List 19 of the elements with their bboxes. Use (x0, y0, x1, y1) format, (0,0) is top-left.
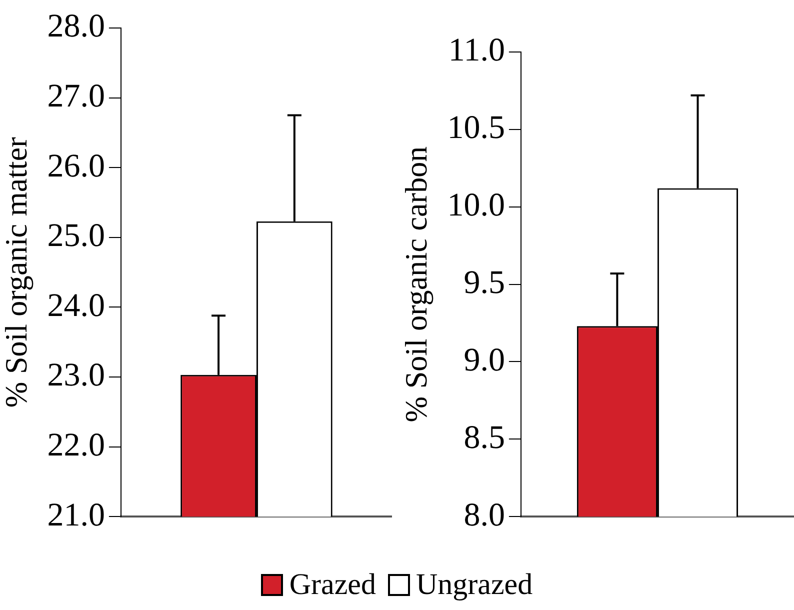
y-axis-title: % Soil organic carbon (398, 146, 434, 422)
y-tick-label: 28.0 (47, 8, 105, 45)
y-tick-label: 25.0 (47, 218, 105, 254)
y-tick-label: 9.0 (464, 342, 505, 378)
y-tick-label: 22.0 (47, 427, 105, 464)
y-tick-label: 21.0 (47, 497, 105, 534)
y-tick-label: 8.5 (464, 420, 505, 456)
y-tick-label: 26.0 (47, 148, 105, 184)
y-tick-label: 27.0 (47, 78, 105, 114)
y-tick-label: 10.5 (447, 110, 505, 146)
y-tick-label: 23.0 (47, 358, 105, 394)
legend-label: Grazed (289, 568, 376, 602)
text: Ungrazed (416, 568, 533, 602)
y-axis-title: % Soil organic matter (0, 136, 34, 408)
y-tick-label: 8.0 (464, 497, 505, 534)
y-tick-label: 9.5 (464, 264, 505, 301)
y-tick-label: 11.0 (448, 32, 505, 69)
y-tick-label: 24.0 (47, 288, 105, 324)
y-tick-label: 10.0 (447, 188, 505, 224)
